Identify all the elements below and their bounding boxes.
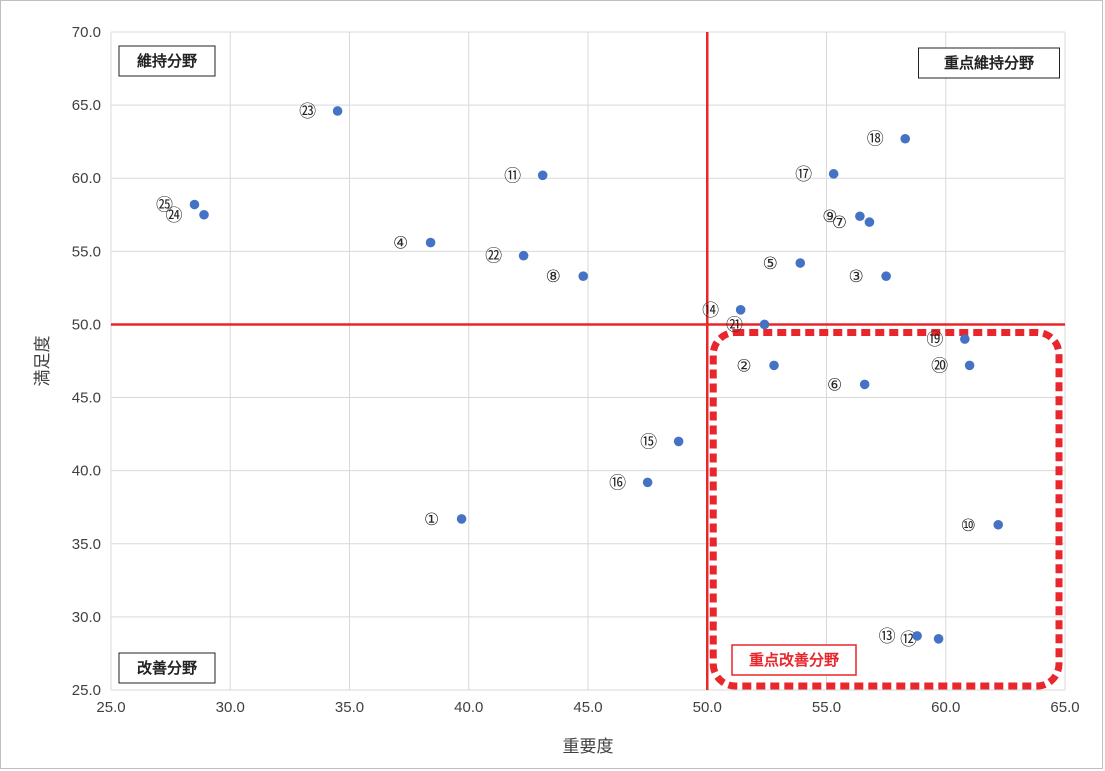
x-tick-label: 45.0 [573, 699, 602, 716]
data-point [900, 133, 911, 144]
x-axis-title: 重要度 [563, 737, 614, 757]
data-point [537, 170, 548, 181]
data-point-label: ⑪ [504, 166, 521, 186]
data-point [425, 237, 436, 248]
y-tick-label: 40.0 [72, 463, 101, 480]
data-point [189, 199, 200, 210]
y-tick-label: 30.0 [72, 609, 101, 626]
quadrant-label-bottom-left-text: 改善分野 [137, 659, 197, 677]
data-point [642, 477, 653, 488]
data-point-label: ⑦ [832, 213, 847, 233]
data-point [828, 169, 839, 179]
data-point-label: ㉒ [485, 247, 502, 267]
data-point-label: ㉔ [166, 206, 183, 226]
y-tick-label: 45.0 [72, 390, 101, 407]
y-tick-label: 65.0 [72, 97, 101, 114]
data-point-label: ⑨ [822, 207, 837, 227]
data-point-label: ④ [393, 234, 408, 254]
data-point-label: ⑳ [931, 356, 948, 376]
data-point-label: ⑰ [795, 165, 812, 185]
data-point [199, 209, 209, 220]
data-point-label: ① [424, 510, 439, 530]
y-tick-label: 70.0 [72, 24, 101, 41]
x-tick-label: 25.0 [96, 699, 125, 716]
x-tick-label: 30.0 [216, 699, 245, 716]
data-point-label: ⑭ [702, 301, 719, 321]
data-point [795, 258, 806, 268]
data-point-label: ㉕ [156, 196, 173, 216]
data-point [855, 211, 865, 222]
data-point [881, 271, 891, 281]
y-tick-label: 55.0 [72, 243, 101, 260]
data-point-label: ⑩ [961, 516, 976, 536]
quadrant-dividers [111, 32, 1065, 690]
data-point-label: ⑥ [827, 375, 842, 395]
data-point [769, 360, 779, 371]
quadrant-label-bottom-right-text: 重点改善分野 [749, 651, 839, 669]
quadrant-label-top-left: 維持分野 [118, 45, 216, 77]
data-point-label: ㉓ [299, 102, 316, 122]
x-tick-label: 50.0 [693, 699, 722, 716]
x-tick-label: 35.0 [335, 699, 364, 716]
data-point-label: ⑲ [926, 330, 943, 350]
data-point [332, 106, 343, 116]
data-point-label: ⑬ [879, 627, 896, 647]
grid-lines [110, 31, 1066, 691]
data-point [578, 271, 589, 281]
data-point [859, 379, 870, 390]
data-point [759, 319, 770, 330]
x-tick-labels: 25.0 30.0 35.0 40.0 45.0 50.0 55.0 60.0 65.0 [96, 699, 1079, 716]
quadrant-label-bottom-left: 改善分野 [118, 652, 216, 684]
data-point [912, 631, 922, 641]
data-point-label: ⑱ [867, 130, 884, 150]
data-point [735, 305, 746, 315]
x-tick-label: 60.0 [931, 699, 960, 716]
data-point-label: ③ [849, 267, 864, 287]
x-tick-label: 40.0 [454, 699, 483, 716]
data-point [864, 217, 875, 227]
data-point-label: ⑤ [763, 254, 778, 274]
data-point [518, 250, 529, 261]
quadrant-label-bottom-right: 重点改善分野 [731, 644, 857, 676]
data-point-label: ⑯ [609, 473, 626, 493]
quadrant-label-top-left-text: 維持分野 [137, 52, 197, 70]
y-tick-label: 60.0 [72, 170, 101, 187]
data-point-label: ㉑ [726, 315, 743, 335]
priority-improvement-highlight [709, 328, 1063, 690]
data-point [964, 360, 975, 371]
data-point [993, 519, 1004, 530]
quadrant-label-top-right-text: 重点維持分野 [944, 54, 1034, 72]
y-tick-labels: 25.0 30.0 35.0 40.0 45.0 50.0 55.0 60.0 65.0 70.0 [72, 24, 101, 699]
data-point-label: ② [736, 356, 751, 376]
data-point [960, 334, 970, 344]
data-point-label: ⑧ [546, 267, 561, 287]
y-tick-label: 35.0 [72, 536, 101, 553]
y-tick-label: 25.0 [72, 682, 101, 699]
data-point [673, 436, 684, 447]
quadrant-label-top-right: 重点維持分野 [918, 47, 1060, 79]
data-point [933, 634, 944, 644]
y-axis-title: 満足度 [33, 336, 53, 387]
x-tick-label: 55.0 [812, 699, 841, 716]
data-point [456, 514, 467, 524]
y-tick-label: 50.0 [72, 316, 101, 333]
x-tick-label: 65.0 [1050, 699, 1079, 716]
data-point-label: ⑮ [640, 432, 657, 452]
